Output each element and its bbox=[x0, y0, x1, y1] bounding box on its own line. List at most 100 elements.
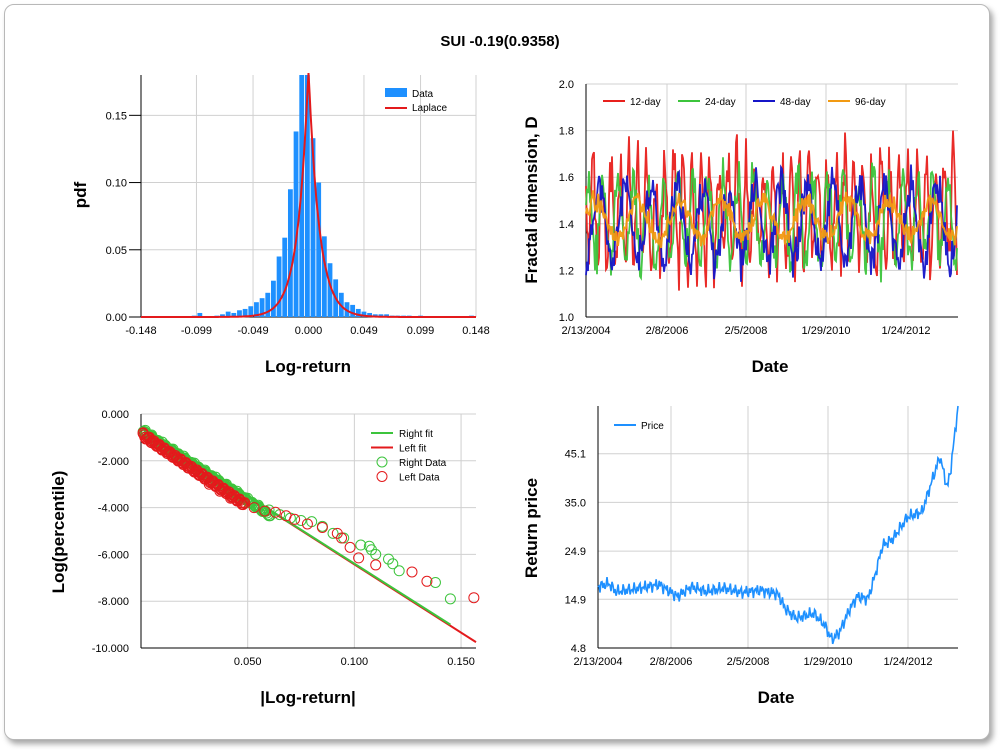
pdf-bar bbox=[316, 182, 322, 317]
tail-right-point bbox=[327, 527, 339, 539]
fractal-ytick: 1.2 bbox=[559, 265, 574, 277]
price-xtick: 2/13/2004 bbox=[574, 656, 623, 668]
pdf-bar bbox=[242, 308, 248, 317]
fractal-series-line bbox=[585, 164, 958, 282]
tail-left-point bbox=[225, 492, 237, 504]
pdf-legend-data: Data bbox=[412, 89, 434, 100]
pdf-bar bbox=[304, 75, 310, 317]
pdf-bar bbox=[259, 298, 265, 317]
pdf-bar bbox=[220, 314, 225, 317]
tail-left-point bbox=[193, 469, 205, 481]
pdf-bar bbox=[254, 302, 259, 317]
tail-left-point bbox=[237, 499, 249, 511]
tail-ytick: -10.000 bbox=[92, 643, 129, 655]
pdf-bar bbox=[197, 312, 203, 317]
tail-left-point bbox=[269, 506, 281, 518]
fractal-legend-label: 48-day bbox=[780, 97, 811, 108]
tail-left-point bbox=[468, 592, 480, 604]
tail-legend-label: Right fit bbox=[399, 429, 433, 440]
pdf-bar bbox=[271, 280, 276, 317]
tail-right-point bbox=[393, 565, 405, 577]
tail-left-point bbox=[161, 445, 173, 457]
price-line bbox=[597, 405, 959, 645]
pdf-bar bbox=[231, 312, 237, 317]
tail-left-point bbox=[144, 431, 156, 443]
tail-left-point bbox=[239, 497, 251, 509]
tail-left-point bbox=[316, 521, 328, 533]
pdf-bar bbox=[276, 256, 282, 317]
pdf-xtick: 0.148 bbox=[462, 325, 490, 337]
pdf-bar bbox=[384, 314, 389, 317]
pdf-bar bbox=[367, 312, 373, 317]
tail-left-point bbox=[182, 462, 194, 474]
price-xtick: 1/29/2010 bbox=[804, 656, 853, 668]
price-xtick: 2/8/2006 bbox=[650, 656, 693, 668]
price-xlabel: Date bbox=[758, 688, 795, 707]
pdf-xtick: 0.049 bbox=[350, 325, 378, 337]
pdf-xtick: 0.000 bbox=[295, 325, 323, 337]
pdf-ytick: 0.15 bbox=[106, 110, 127, 122]
tail-legend-label: Left fit bbox=[399, 444, 426, 455]
pdf-legend-laplace: Laplace bbox=[412, 103, 447, 114]
tail-left-point bbox=[353, 552, 365, 564]
tail-left-point bbox=[406, 566, 418, 578]
pdf-ytick: 0.10 bbox=[106, 178, 127, 190]
fractal-xtick: 2/13/2004 bbox=[562, 325, 611, 337]
fractal-xtick: 2/5/2008 bbox=[725, 325, 768, 337]
tail-xlabel: |Log-return| bbox=[260, 688, 355, 707]
pdf-xtick: -0.148 bbox=[125, 325, 156, 337]
fractal-ytick: 1.0 bbox=[559, 312, 574, 324]
pdf-bar bbox=[248, 306, 254, 317]
pdf-laplace-fit bbox=[141, 72, 476, 318]
tail-right-point bbox=[263, 504, 275, 516]
price-ylabel: Return price bbox=[522, 478, 541, 578]
tail-right-point bbox=[355, 539, 367, 551]
fractal-xlabel: Date bbox=[752, 357, 789, 376]
tail-left-point bbox=[289, 513, 301, 525]
tail-right-point bbox=[370, 548, 382, 560]
pdf-bar bbox=[355, 308, 361, 317]
tail-xtick: 0.100 bbox=[341, 656, 369, 668]
pdf-ylabel: pdf bbox=[71, 181, 90, 208]
pdf-bar bbox=[287, 189, 293, 317]
tail-left-point bbox=[248, 502, 260, 514]
pdf-ytick: 0.00 bbox=[106, 312, 127, 324]
fractal-legend-label: 96-day bbox=[855, 97, 886, 108]
tail-legend-label: Left Data bbox=[399, 473, 440, 484]
pdf-bar bbox=[378, 314, 384, 317]
price-ytick: 24.9 bbox=[565, 546, 586, 558]
tail-left-point bbox=[259, 505, 271, 517]
tail-left-point bbox=[301, 518, 313, 530]
pdf-bar bbox=[237, 310, 242, 317]
tail-left-point bbox=[214, 485, 226, 497]
fractal-ytick: 1.8 bbox=[559, 126, 574, 138]
price-ytick: 4.8 bbox=[571, 643, 586, 655]
tail-right-point bbox=[262, 509, 274, 521]
tail-left-point bbox=[235, 497, 247, 509]
price-ytick: 45.1 bbox=[565, 449, 586, 461]
price-ytick: 35.0 bbox=[565, 497, 586, 509]
pdf-ytick: 0.05 bbox=[106, 245, 127, 257]
pdf-xtick: 0.099 bbox=[407, 325, 435, 337]
price-xtick: 1/24/2012 bbox=[884, 656, 933, 668]
tail-ytick: -2.000 bbox=[98, 456, 129, 468]
tail-xtick: 0.150 bbox=[447, 656, 475, 668]
tail-xtick: 0.050 bbox=[234, 656, 262, 668]
fractal-xtick: 1/29/2010 bbox=[802, 325, 851, 337]
tail-right-point bbox=[295, 514, 307, 526]
tail-legend-swatch bbox=[376, 456, 388, 468]
tail-left-point bbox=[344, 541, 356, 553]
fractal-ytick: 1.6 bbox=[559, 172, 574, 184]
pdf-bar bbox=[321, 236, 327, 317]
tail-ylabel: Log(percentile) bbox=[49, 471, 68, 594]
pdf-bar bbox=[327, 263, 333, 317]
tail-right-point bbox=[444, 593, 456, 605]
tail-right-point bbox=[261, 507, 273, 519]
price-ytick: 14.9 bbox=[565, 594, 586, 606]
tail-left-point bbox=[370, 559, 382, 571]
chart-title: SUI -0.19(0.9358) bbox=[440, 33, 560, 50]
